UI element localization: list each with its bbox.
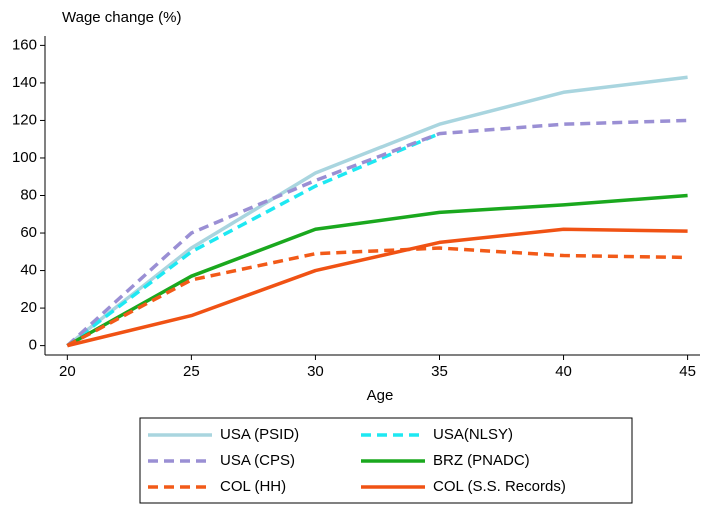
y-tick-label: 0 — [29, 337, 37, 354]
y-tick-label: 160 — [12, 36, 37, 53]
y-tick-label: 100 — [12, 149, 37, 166]
series-line — [66, 246, 688, 348]
legend-label: USA (PSID) — [220, 426, 299, 443]
x-tick-label: 35 — [431, 363, 448, 380]
series-line — [66, 118, 688, 347]
series-line — [66, 227, 688, 348]
y-tick-label: 80 — [20, 186, 37, 203]
y-tick-label: 120 — [12, 111, 37, 128]
y-tick-label: 40 — [20, 262, 37, 279]
series-line — [66, 193, 688, 348]
chart-title: Wage change (%) — [62, 9, 182, 26]
x-tick-label: 40 — [555, 363, 572, 380]
x-tick-label: 20 — [59, 363, 76, 380]
legend-label: BRZ (PNADC) — [433, 452, 530, 469]
legend-label: COL (S.S. Records) — [433, 478, 566, 495]
x-tick-label: 30 — [307, 363, 324, 380]
series-line — [66, 75, 688, 347]
y-tick-label: 60 — [20, 224, 37, 241]
legend-label: USA (CPS) — [220, 452, 295, 469]
x-axis-label: Age — [367, 387, 394, 404]
series-line — [66, 131, 441, 348]
x-tick-label: 25 — [183, 363, 200, 380]
y-tick-label: 140 — [12, 74, 37, 91]
legend-label: USA(NLSY) — [433, 426, 513, 443]
x-tick-label: 45 — [679, 363, 696, 380]
y-tick-label: 20 — [20, 299, 37, 316]
legend-label: COL (HH) — [220, 478, 286, 495]
